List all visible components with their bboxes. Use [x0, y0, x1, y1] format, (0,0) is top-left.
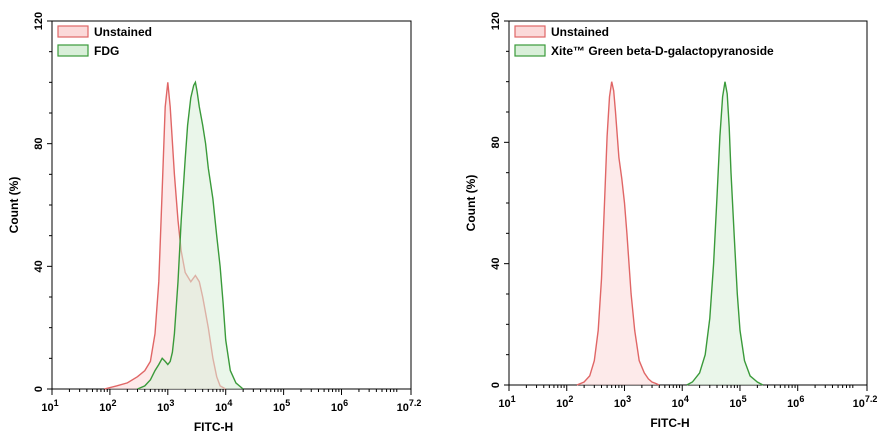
plot-frame: [51, 20, 412, 390]
x-tick-label: 104: [215, 398, 232, 414]
series-area-1: [137, 82, 244, 390]
series-line-1: [137, 80, 244, 390]
x-tick-label: 107.2: [853, 394, 878, 410]
legend-swatch: [514, 44, 546, 57]
plot-frame: [508, 20, 868, 386]
legend-swatch: [57, 44, 89, 57]
series-area-1: [686, 81, 763, 385]
x-tick-label: 101: [498, 394, 515, 410]
histogram-right: 101 102 103 104 105 106 107.2 0 40 80 120 FITC-H Cou…: [464, 12, 877, 430]
y-tick-label: 80: [490, 136, 502, 148]
histogram-left: 101 102 103 104 105 106 107.2 0 40 80 120 FITC-H Cou…: [7, 12, 421, 434]
y-axis-title: Count (%): [7, 177, 21, 234]
y-tick-label: 40: [490, 258, 502, 270]
legend-swatch: [57, 25, 89, 38]
x-tick-label: 101: [41, 398, 58, 414]
legend-label: FDG: [94, 44, 119, 58]
x-tick-label: 106: [787, 394, 804, 410]
series-line-1: [686, 81, 764, 386]
legend-label: Unstained: [551, 25, 609, 39]
x-tick-label: 105: [729, 394, 746, 410]
y-tick-label: 40: [33, 260, 45, 272]
x-tick-label: 104: [672, 394, 689, 410]
y-tick-label: 0: [490, 382, 502, 388]
y-axis-title: Count (%): [464, 175, 478, 232]
series-area-0: [576, 81, 660, 385]
x-axis-title: FITC-H: [194, 420, 233, 434]
x-tick-label: 103: [157, 398, 174, 414]
legend-label: Xite™ Green beta-D-galactopyranoside: [551, 44, 774, 58]
x-tick-label: 103: [614, 394, 631, 410]
y-tick-label: 120: [490, 12, 502, 30]
x-tick-label: 105: [273, 398, 290, 414]
legend-label: Unstained: [94, 25, 152, 39]
y-tick-label: 0: [33, 386, 45, 392]
x-tick-label: 102: [556, 394, 573, 410]
series-line-0: [576, 81, 660, 386]
legend-swatch: [514, 25, 546, 38]
y-tick-label: 120: [33, 12, 45, 30]
x-tick-label: 102: [99, 398, 116, 414]
x-tick-label: 107.2: [397, 398, 422, 414]
x-tick-label: 106: [331, 398, 348, 414]
x-axis-title: FITC-H: [650, 416, 689, 430]
y-tick-label: 80: [33, 138, 45, 150]
